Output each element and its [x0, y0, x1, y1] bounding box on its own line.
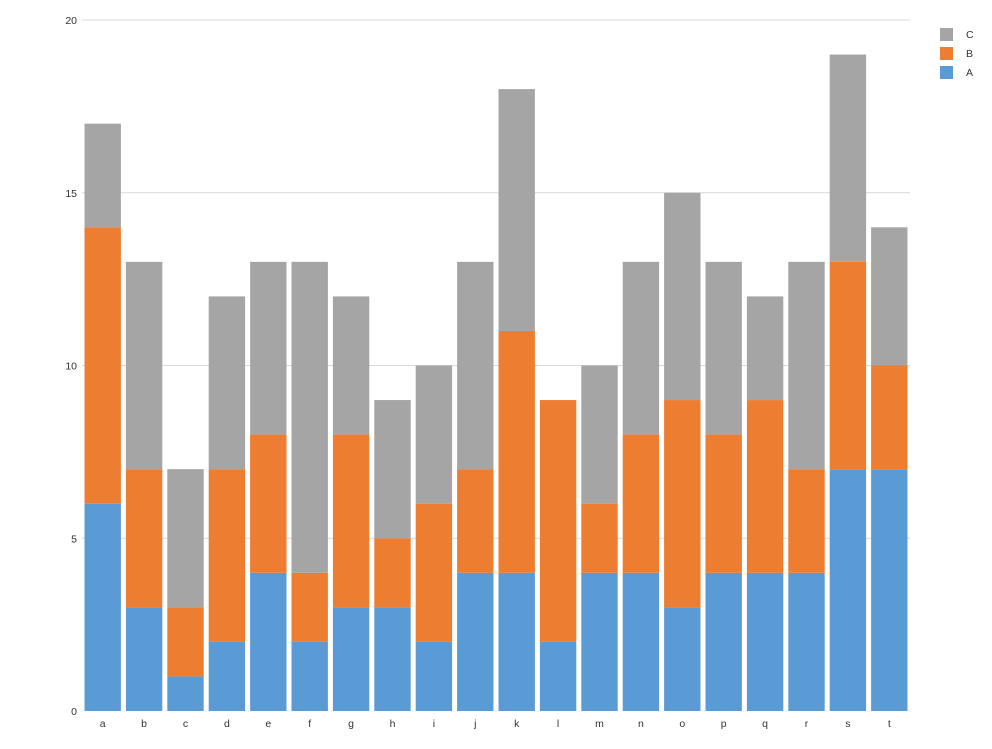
y-tick-label: 5	[71, 533, 77, 545]
bar-segment-c-a	[84, 123, 121, 228]
bar-segment-a-p	[705, 572, 742, 711]
x-tick-label: l	[557, 718, 559, 730]
bar-segment-c-s	[829, 54, 867, 262]
bar-segment-b-n	[622, 434, 660, 573]
bar-segment-a-s	[829, 469, 867, 711]
bar-segment-c-k	[498, 89, 535, 331]
bar-segment-c-g	[332, 296, 370, 435]
bar-segment-c-m	[581, 365, 618, 504]
y-axis-tick-labels: 0 5 10 15 20	[65, 15, 77, 718]
legend-label-b: B	[966, 48, 973, 60]
legend-label-c: C	[966, 29, 974, 41]
bar-segment-a-g	[332, 607, 370, 711]
bar-segment-c-q	[746, 296, 784, 401]
bar-segment-b-c	[167, 607, 204, 677]
bar-segment-a-n	[622, 572, 660, 711]
x-tick-label: p	[721, 718, 727, 730]
bar-segment-a-l	[539, 641, 577, 711]
bar-segment-b-o	[664, 400, 701, 608]
y-tick-label: 20	[65, 15, 77, 27]
legend-label-a: A	[966, 67, 973, 79]
bar-segment-c-r	[788, 261, 825, 470]
bar-segment-a-k	[498, 572, 535, 711]
bar-segment-c-b	[125, 261, 163, 470]
bar-segment-a-a	[84, 503, 121, 711]
bar-segment-c-d	[208, 296, 246, 470]
legend-swatch-a	[940, 66, 953, 79]
bar-segment-a-e	[250, 572, 287, 711]
bar-segment-b-m	[581, 503, 618, 573]
bar-segment-b-k	[498, 330, 535, 573]
legend-swatch-c	[940, 28, 953, 41]
bar-segment-b-l	[539, 400, 577, 642]
bar-segment-c-h	[374, 400, 411, 539]
x-tick-label: b	[141, 718, 147, 730]
bar-segment-c-t	[871, 227, 908, 366]
bar-segment-a-q	[746, 572, 784, 711]
y-tick-label: 15	[65, 188, 77, 200]
x-axis-tick-labels: a b c d e f g h i j k l m n o p q r s t	[100, 718, 891, 730]
bar-segment-c-j	[457, 261, 494, 470]
x-tick-label: h	[390, 718, 396, 730]
bar-segment-c-f	[291, 261, 328, 573]
bar-segment-c-i	[415, 365, 453, 504]
bar-segment-b-p	[705, 434, 742, 573]
bar-segment-b-i	[415, 503, 453, 642]
x-tick-label: m	[595, 718, 604, 730]
bar-segment-a-r	[788, 572, 825, 711]
bars	[84, 54, 908, 711]
bar-segment-a-t	[871, 469, 908, 711]
x-tick-label: i	[433, 718, 435, 730]
x-tick-label: j	[473, 718, 476, 730]
bar-segment-b-q	[746, 400, 784, 573]
x-tick-label: o	[679, 718, 685, 730]
x-tick-label: s	[845, 718, 850, 730]
y-tick-label: 10	[65, 361, 77, 373]
bar-segment-c-e	[250, 261, 287, 435]
legend: CBA	[940, 28, 974, 79]
bar-segment-a-m	[581, 572, 618, 711]
bar-segment-a-j	[457, 572, 494, 711]
bar-segment-a-c	[167, 676, 204, 711]
bar-segment-c-p	[705, 261, 742, 435]
bar-segment-b-t	[871, 365, 908, 470]
y-tick-label: 0	[71, 706, 77, 718]
x-tick-label: d	[224, 718, 230, 730]
bar-segment-c-c	[167, 469, 204, 608]
bar-segment-b-e	[250, 434, 287, 573]
x-tick-label: k	[514, 718, 520, 730]
bar-segment-a-f	[291, 641, 328, 711]
x-tick-label: r	[805, 718, 809, 730]
x-tick-label: q	[762, 718, 768, 730]
gridlines	[82, 19, 910, 539]
bar-segment-b-s	[829, 261, 867, 470]
bar-segment-a-o	[664, 607, 701, 711]
x-tick-label: t	[888, 718, 891, 730]
bar-segment-b-g	[332, 434, 370, 608]
x-tick-label: f	[308, 718, 311, 730]
bar-segment-b-h	[374, 538, 411, 608]
bar-segment-a-i	[415, 641, 453, 711]
x-tick-label: n	[638, 718, 644, 730]
x-tick-label: g	[348, 718, 354, 730]
bar-segment-a-d	[208, 641, 246, 711]
x-tick-label: c	[183, 718, 188, 730]
x-tick-label: e	[265, 718, 271, 730]
bar-segment-b-j	[457, 469, 494, 573]
bar-segment-b-a	[84, 227, 121, 504]
bar-segment-c-n	[622, 261, 660, 435]
bar-segment-b-r	[788, 469, 825, 573]
x-tick-label: a	[100, 718, 106, 730]
bar-segment-a-b	[125, 607, 163, 711]
bar-segment-b-d	[208, 469, 246, 642]
bar-segment-b-b	[125, 469, 163, 608]
bar-segment-c-o	[664, 192, 701, 401]
bar-segment-a-h	[374, 607, 411, 711]
bar-segment-b-f	[291, 572, 328, 642]
legend-swatch-b	[940, 47, 953, 60]
